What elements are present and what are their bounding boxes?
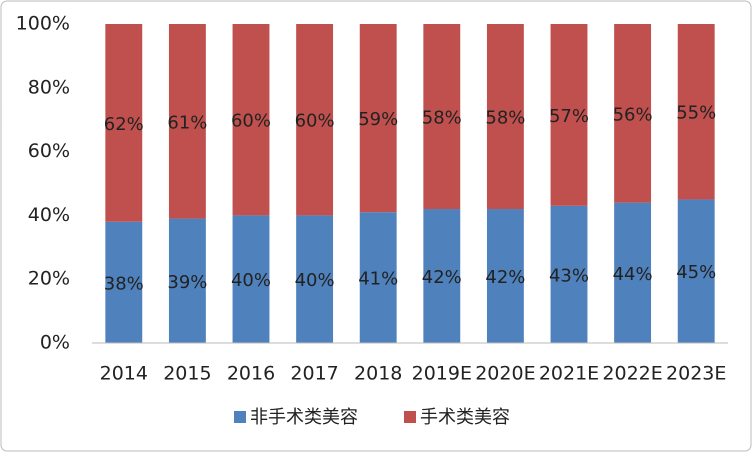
value-label: 43% [549, 265, 589, 286]
bar-segment [168, 24, 206, 219]
x-tick-label: 2015 [163, 363, 211, 385]
legend-swatch [404, 411, 416, 423]
value-label: 58% [422, 108, 462, 129]
value-label: 38% [104, 273, 144, 294]
bar-segment [296, 24, 334, 216]
bar-segment [677, 199, 715, 343]
value-label: 57% [549, 106, 589, 127]
legend-label: 手术类美容 [420, 407, 510, 428]
value-label: 44% [613, 264, 653, 285]
x-tick-label: 2018 [354, 363, 402, 385]
value-label: 41% [358, 269, 398, 290]
bar-segment [232, 215, 270, 343]
value-label: 60% [231, 111, 271, 132]
bar-segment [550, 205, 588, 343]
y-tick-label: 20% [28, 268, 70, 290]
value-label: 42% [422, 267, 462, 288]
value-label: 56% [613, 104, 653, 125]
bar-segment [423, 24, 461, 210]
bar-segment [614, 202, 652, 343]
bar-segment [486, 24, 524, 210]
value-label: 60% [295, 111, 335, 132]
bar-segment [296, 215, 334, 343]
legend-label: 非手术类美容 [250, 407, 358, 428]
x-tick-label: 2020E [475, 363, 535, 385]
bar-segment [105, 221, 143, 343]
bar-segment [359, 212, 397, 343]
bar-segment [232, 24, 270, 216]
x-tick-label: 2022E [602, 363, 662, 385]
bar-segment [105, 24, 143, 222]
bar-segment [677, 24, 715, 200]
y-tick-label: 0% [40, 332, 70, 354]
value-label: 61% [167, 112, 207, 133]
bar-segment [168, 218, 206, 343]
x-tick-label: 2021E [539, 363, 599, 385]
value-label: 40% [231, 270, 271, 291]
value-label: 59% [358, 109, 398, 130]
y-tick-label: 100% [16, 13, 70, 35]
y-tick-label: 60% [28, 140, 70, 162]
legend-swatch [234, 411, 246, 423]
y-tick-label: 40% [28, 204, 70, 226]
bar-segment [614, 24, 652, 203]
x-tick-label: 2023E [666, 363, 726, 385]
x-tick-label: 2019E [412, 363, 472, 385]
value-label: 62% [104, 114, 144, 135]
x-tick-label: 2016 [227, 363, 275, 385]
value-label: 45% [676, 262, 716, 283]
value-label: 42% [485, 267, 525, 288]
bar-segment [359, 24, 397, 213]
x-tick-label: 2014 [100, 363, 148, 385]
bar-segment [423, 209, 461, 343]
bar-segment [550, 24, 588, 206]
value-label: 39% [167, 272, 207, 293]
bar-segment [486, 209, 524, 343]
y-tick-label: 80% [28, 76, 70, 98]
x-tick-label: 2017 [290, 363, 338, 385]
value-label: 40% [295, 270, 335, 291]
value-label: 58% [485, 108, 525, 129]
value-label: 55% [676, 103, 716, 124]
